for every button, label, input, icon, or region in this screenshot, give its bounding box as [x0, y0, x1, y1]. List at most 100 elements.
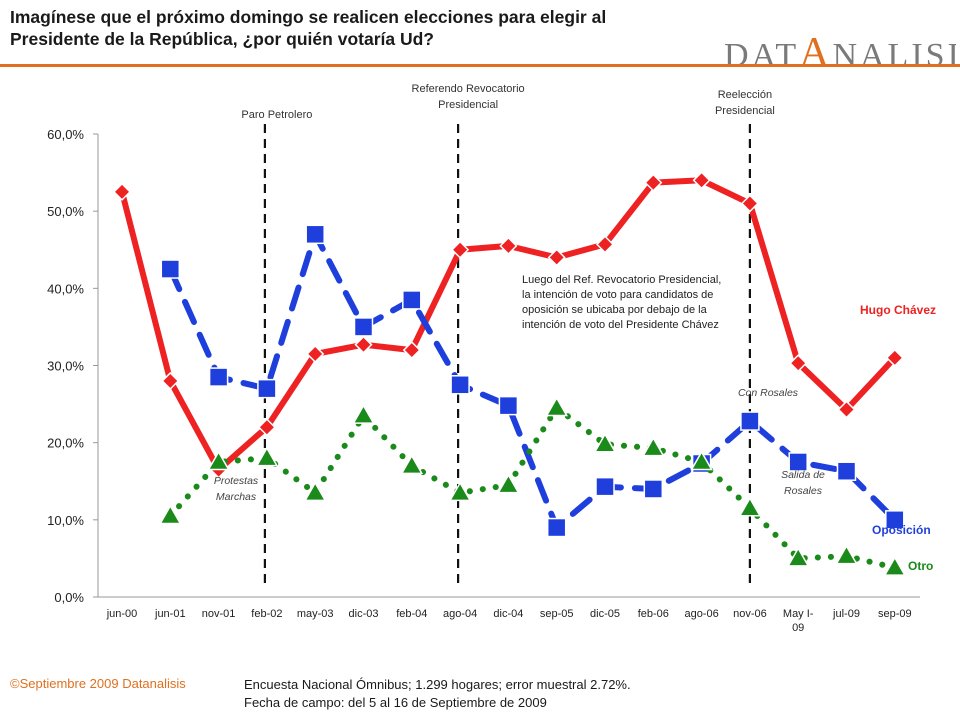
data-point [208, 367, 229, 387]
data-point [836, 461, 857, 481]
data-point [789, 354, 808, 373]
x-tick-label: ago-06 [684, 608, 718, 620]
logo-text-mid: A [799, 30, 832, 76]
annotation-salida-rosales: Rosales [784, 485, 823, 497]
event-label: Paro Petrolero [241, 109, 312, 121]
x-tick-label: dic-03 [349, 608, 379, 620]
logo-text-right: NALISIS [832, 37, 956, 74]
data-point [835, 544, 858, 565]
data-point [159, 504, 182, 525]
y-tick-label: 0,0% [54, 590, 84, 605]
data-point [352, 404, 375, 424]
data-point [595, 235, 615, 254]
data-point [305, 224, 325, 245]
y-tick-label: 10,0% [47, 513, 84, 528]
series-hugochvez [112, 171, 904, 479]
annotation-note-line: Luego del Ref. Revocatorio Presidencial, [522, 274, 721, 286]
event-markers: Paro Petrolero Referendo Revocatorio Presi… [241, 83, 775, 584]
x-tick-label: jul-09 [832, 608, 860, 620]
x-tick-label: dic-05 [590, 608, 620, 620]
annotation-protestas: Protestas [214, 475, 259, 487]
x-tick-label: may-03 [297, 608, 334, 620]
header-rule [0, 64, 960, 67]
data-point [885, 510, 905, 530]
data-point [257, 378, 277, 399]
x-tick-label: jun-00 [106, 608, 138, 620]
annotation-salida-rosales: Salida de [781, 469, 825, 481]
data-point [595, 476, 615, 497]
event-label: Referendo Revocatorio [412, 83, 525, 95]
x-tick-label: ago-04 [443, 608, 477, 620]
y-tick-label: 20,0% [47, 436, 84, 451]
chart-axes: 0,0% 10,0% 20,0% 30,0% 40,0% 50,0% 60,0% jun-00… [47, 127, 920, 634]
annotation-con-rosales: Con Rosales [738, 387, 799, 399]
data-point [885, 348, 904, 367]
footer-note: Encuesta Nacional Ómnibus; 1.299 hogares… [244, 676, 631, 712]
event-label: Presidencial [438, 99, 498, 111]
data-point [451, 240, 470, 259]
data-point [788, 452, 808, 472]
data-point [499, 236, 518, 255]
data-point [112, 182, 132, 201]
data-point [160, 259, 181, 279]
data-point [498, 395, 519, 416]
chart-series [112, 171, 907, 576]
event-label: Reelección [718, 89, 772, 101]
slide-title: Imagínese que el próximo domingo se real… [10, 6, 730, 50]
y-tick-label: 40,0% [47, 281, 84, 296]
annotation-note-line: oposición se ubicaba por debajo de la [522, 304, 708, 316]
data-point [546, 517, 567, 538]
data-point [644, 173, 663, 192]
data-point [161, 371, 180, 390]
footer-note-line-2: Fecha de campo: del 5 al 16 de Septiembr… [244, 695, 547, 710]
series-line [167, 231, 898, 531]
data-point [740, 194, 759, 213]
x-tick-label: feb-06 [638, 608, 669, 620]
svg-text:DATANALISIS: DATANALISIS [724, 30, 956, 76]
data-point [257, 418, 276, 437]
x-tick-label: nov-06 [733, 608, 767, 620]
x-tick-label: sep-09 [878, 608, 912, 620]
title-line-1: Imagínese que el próximo domingo se real… [10, 7, 607, 27]
y-tick-label: 50,0% [47, 204, 84, 219]
data-point [786, 546, 810, 567]
data-point [738, 496, 762, 517]
series-line [167, 404, 898, 571]
data-point [303, 481, 327, 502]
x-tick-label: dic-04 [493, 608, 523, 620]
y-tick-label: 60,0% [47, 127, 84, 142]
series-label: Oposición [872, 523, 931, 537]
chart-annotations: Protestas Marchas Con Rosales Salida de Rosa… [214, 274, 936, 573]
data-point [450, 375, 470, 395]
footer-note-line-1: Encuesta Nacional Ómnibus; 1.299 hogares… [244, 677, 631, 692]
data-point [448, 481, 472, 502]
data-point [306, 344, 325, 363]
x-tick-label: sep-05 [540, 608, 574, 620]
logo-text-left: DAT [724, 37, 799, 74]
data-point [354, 335, 373, 354]
series-label: Hugo Chávez [860, 303, 936, 317]
series-line [119, 177, 898, 473]
data-point [207, 450, 230, 471]
x-tick-label: May I- [783, 608, 814, 620]
x-tick-label: feb-04 [396, 608, 427, 620]
series-label: Otro [908, 559, 933, 573]
data-point [547, 248, 566, 267]
data-point [400, 454, 424, 475]
footer-copyright: ©Septiembre 2009 Datanalisis [10, 676, 186, 691]
x-tick-label: jun-01 [154, 608, 186, 620]
data-point [545, 396, 568, 417]
x-tick-label: feb-02 [251, 608, 282, 620]
data-point [402, 341, 421, 360]
x-tick-label: nov-01 [202, 608, 236, 620]
data-point [353, 317, 374, 337]
data-point [690, 450, 713, 471]
data-point [837, 400, 856, 419]
event-label: Presidencial [715, 105, 775, 117]
annotation-protestas: Marchas [216, 491, 257, 503]
x-tick-label: 09 [792, 622, 804, 634]
data-point [402, 290, 422, 310]
data-point [692, 171, 711, 190]
data-point [255, 446, 279, 467]
